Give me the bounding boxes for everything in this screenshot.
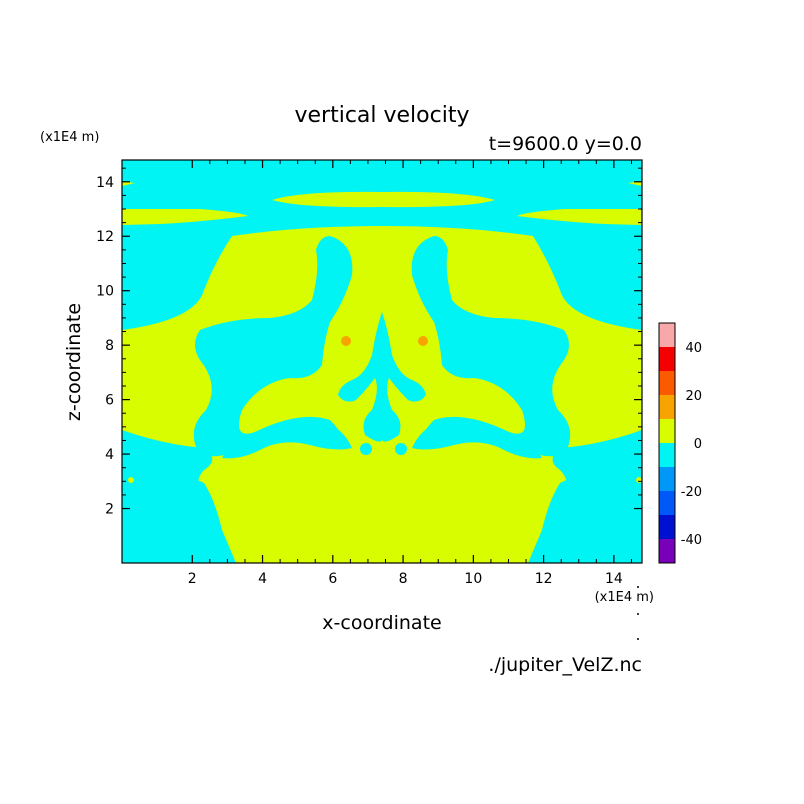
colorbar-swatch xyxy=(659,515,675,539)
field-region xyxy=(122,432,236,563)
y-unit-label: (x1E4 m) xyxy=(40,130,99,145)
x-tick-label: 14 xyxy=(605,571,623,587)
field-region xyxy=(272,191,495,208)
y-tick-label: 10 xyxy=(96,284,114,300)
y-tick-label: 2 xyxy=(105,502,114,518)
colorbar-swatch xyxy=(659,539,675,563)
field-region xyxy=(338,312,426,442)
plot-area xyxy=(121,159,643,564)
colorbar-swatch xyxy=(659,371,675,395)
contour-field xyxy=(122,160,642,563)
colorbar-swatch xyxy=(659,467,675,491)
y-tick-label: 6 xyxy=(105,393,114,409)
field-region xyxy=(411,236,571,457)
colorbar-frame xyxy=(658,322,676,564)
x-axis-label: x-coordinate xyxy=(322,612,441,634)
marker-dot xyxy=(637,613,639,615)
colorbar-tick-label: 0 xyxy=(694,437,702,452)
field-region xyxy=(193,236,353,457)
x-tick-label: 10 xyxy=(464,571,482,587)
y-tick-label: 4 xyxy=(105,447,114,463)
field-region xyxy=(395,443,407,455)
x-tick-label: 2 xyxy=(188,571,197,587)
y-tick-label: 12 xyxy=(96,229,114,245)
y-tick-label: 14 xyxy=(96,175,114,191)
colorbar-tick-label: 40 xyxy=(685,341,702,356)
field-region xyxy=(528,432,642,563)
colorbar-swatch xyxy=(659,395,675,419)
y-axis-label: z-coordinate xyxy=(63,303,85,421)
field-region xyxy=(222,423,352,459)
colorbar-swatch xyxy=(659,323,675,347)
marker-dot xyxy=(637,586,639,588)
x-unit-label: (x1E4 m) xyxy=(595,590,654,605)
field-region xyxy=(636,477,642,483)
x-axis: 2 4 6 8 10 12 14 xyxy=(188,160,632,587)
chart-subtitle: t=9600.0 y=0.0 xyxy=(489,133,642,155)
colorbar: 40 20 0 -20 -40 xyxy=(658,322,702,564)
x-tick-label: 6 xyxy=(328,571,337,587)
colorbar-swatch xyxy=(659,419,675,443)
field-region xyxy=(128,477,134,483)
colorbar-tick-label: 20 xyxy=(685,389,702,404)
colorbar-swatch xyxy=(659,443,675,467)
field-region-orange xyxy=(418,336,428,346)
marker-dot xyxy=(637,638,639,640)
field-region xyxy=(517,209,642,225)
source-file-label: ./jupiter_VelZ.nc xyxy=(488,654,642,676)
field-region-orange xyxy=(341,336,351,346)
y-axis: 2 4 6 8 10 12 14 xyxy=(96,167,642,518)
colorbar-tick-label: -20 xyxy=(681,485,702,500)
y-tick-label: 8 xyxy=(105,338,114,354)
x-tick-label: 4 xyxy=(258,571,267,587)
plot-frame xyxy=(121,159,643,564)
chart-title: vertical velocity xyxy=(294,103,469,128)
x-tick-label: 8 xyxy=(399,571,408,587)
colorbar-swatch xyxy=(659,347,675,371)
colorbar-tick-label: -40 xyxy=(681,533,702,548)
colorbar-swatch xyxy=(659,491,675,515)
x-tick-label: 12 xyxy=(535,571,553,587)
field-region xyxy=(412,423,542,459)
field-region xyxy=(122,209,248,225)
field-region xyxy=(360,443,372,455)
